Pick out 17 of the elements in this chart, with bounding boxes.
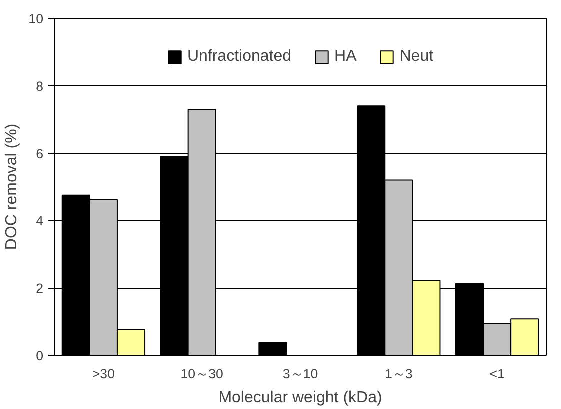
x-tick-label: 1～3 (384, 366, 413, 382)
legend-label: Unfractionated (187, 48, 292, 66)
x-tick-label: >30 (92, 366, 116, 382)
y-tick-label: 6 (36, 146, 44, 162)
x-tick-label: 10～30 (180, 366, 224, 382)
x-axis-title: Molecular weight (kDa) (218, 390, 382, 406)
y-tick-label: 10 (28, 12, 44, 26)
y-tick-label: 4 (36, 214, 44, 229)
y-tick-label: 8 (36, 78, 44, 94)
x-tick-label: 3～10 (282, 366, 318, 382)
legend-label: HA (334, 48, 357, 66)
legend-label: Neut (400, 48, 434, 66)
y-tick-label: 2 (36, 281, 44, 296)
x-tick-label: <1 (490, 366, 505, 382)
bar (258, 342, 288, 356)
y-tick-label: 0 (36, 348, 44, 364)
y-axis-title: DOC removal (%) (4, 124, 21, 250)
